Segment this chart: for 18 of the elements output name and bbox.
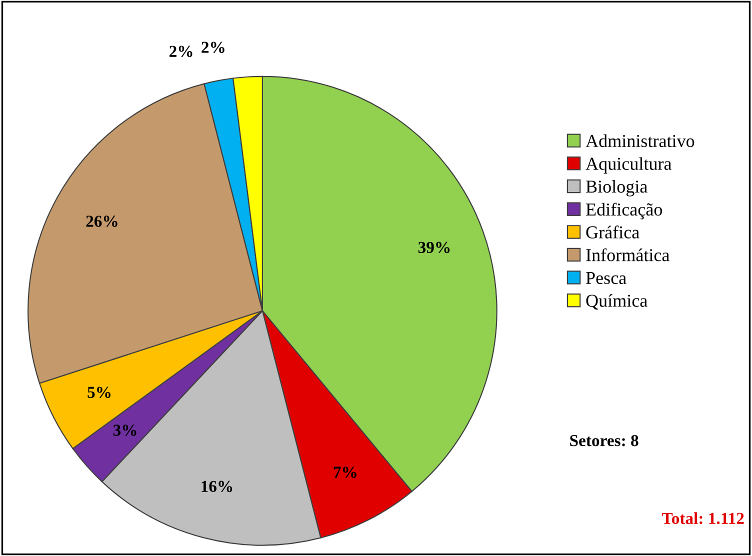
text: Total: 1.112 xyxy=(662,512,744,524)
legend-label: Pesca xyxy=(586,272,626,284)
legend-label: Aquicultura xyxy=(586,157,672,174)
legend-label: Edificação xyxy=(586,202,662,220)
text: Setores: 8 xyxy=(570,434,638,446)
data-label: 5% xyxy=(88,386,110,398)
legend-label: Administrativo xyxy=(586,134,694,148)
legend-label: Informática xyxy=(586,248,670,262)
data-label: 7% xyxy=(334,466,356,478)
data-label: 26% xyxy=(86,216,118,227)
data-label: 16% xyxy=(202,480,232,492)
legend-label: Química xyxy=(586,294,648,310)
data-label: 39% xyxy=(418,242,450,254)
legend-label: Biologia xyxy=(586,180,648,196)
data-label: 2% xyxy=(202,42,224,54)
data-label: 2% xyxy=(170,46,192,58)
legend-label: Gráfica xyxy=(586,226,640,238)
data-label: 3% xyxy=(113,424,136,436)
